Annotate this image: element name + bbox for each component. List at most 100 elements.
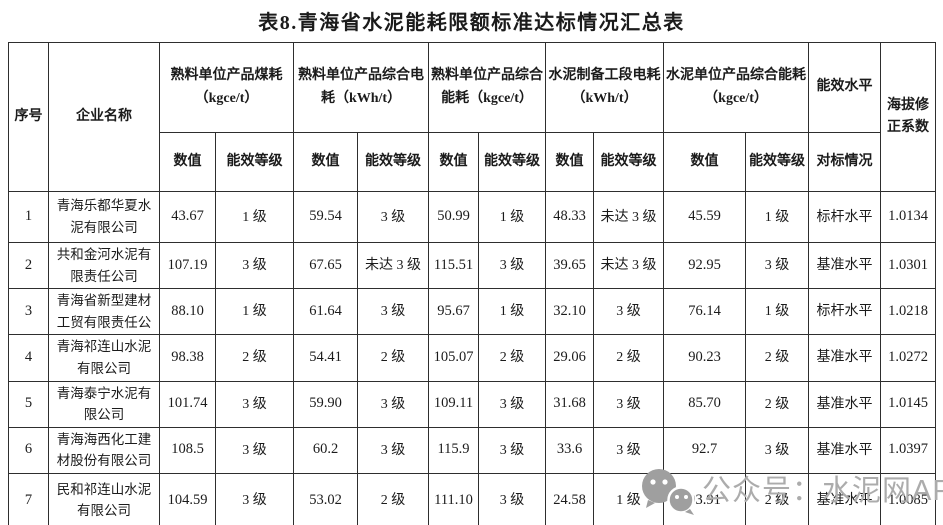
cement-energy-value-cell: 92.7 [663,426,747,474]
subheader-benchmark: 对标情况 [808,132,882,192]
prep-power-value-cell: 39.65 [545,241,595,290]
prep-power-grade-cell: 未达 3 级 [593,241,665,290]
table-row: 6 青海海西化工建材股份有限公司 108.5 3 级 60.2 3 级 115.… [8,426,937,474]
power-grade-cell: 3 级 [357,380,430,428]
coal-value-cell: 107.19 [159,241,216,290]
subheader-value: 数值 [293,132,359,192]
subheader-value: 数值 [545,132,595,192]
coal-grade-cell: 3 级 [214,426,295,474]
benchmark-status-cell: 基准水平 [808,380,882,428]
table-row: 4 青海祁连山水泥有限公司 98.38 2 级 54.41 2 级 105.07… [8,334,937,382]
coal-grade-cell: 1 级 [214,191,295,243]
coal-grade-cell: 2 级 [214,334,295,382]
cement-energy-grade-cell: 3 级 [745,241,810,290]
altitude-factor-cell: 1.0134 [880,191,937,243]
header-serial: 序号 [8,42,49,192]
serial-cell: 1 [8,191,49,243]
page-title: 表8.青海省水泥能耗限额标准达标情况汇总表 [258,12,685,34]
energy-grade-cell: 3 级 [478,472,547,525]
coal-value-cell: 108.5 [159,426,216,474]
cement-energy-value-cell: 85.70 [663,380,747,428]
benchmark-status-cell: 基准水平 [808,472,882,525]
cement-energy-grade-cell: 2 级 [745,472,810,525]
company-name: 青海泰宁水泥有限公司 [48,380,160,428]
power-grade-cell: 2 级 [357,334,430,382]
subheader-value: 数值 [663,132,747,192]
cement-energy-grade-cell: 1 级 [745,191,810,243]
benchmark-status-cell: 标杆水平 [808,288,882,336]
header-altitude-factor: 海拔修正系数 [880,42,937,192]
benchmark-status-cell: 基准水平 [808,241,882,290]
power-value-cell: 60.2 [293,426,359,474]
cement-energy-value-cell: 90.23 [663,334,747,382]
cement-energy-grade-cell: 2 级 [745,334,810,382]
prep-power-grade-cell: 3 级 [593,288,665,336]
energy-grade-cell: 1 级 [478,288,547,336]
prep-power-value-cell: 31.68 [545,380,595,428]
altitude-factor-cell: 1.0272 [880,334,937,382]
subheader-grade: 能效等级 [214,132,295,192]
header-company: 企业名称 [48,42,160,192]
power-value-cell: 59.90 [293,380,359,428]
coal-grade-cell: 3 级 [214,380,295,428]
benchmark-status-cell: 基准水平 [808,426,882,474]
coal-value-cell: 104.59 [159,472,216,525]
energy-value-cell: 95.67 [428,288,480,336]
energy-grade-cell: 3 级 [478,380,547,428]
cement-energy-grade-cell: 3 级 [745,426,810,474]
benchmark-status-cell: 基准水平 [808,334,882,382]
cement-energy-value-cell: 76.14 [663,288,747,336]
prep-power-value-cell: 48.33 [545,191,595,243]
serial-cell: 5 [8,380,49,428]
coal-value-cell: 43.67 [159,191,216,243]
coal-value-cell: 101.74 [159,380,216,428]
serial-cell: 6 [8,426,49,474]
prep-power-value-cell: 24.58 [545,472,595,525]
cement-energy-grade-cell: 1 级 [745,288,810,336]
power-value-cell: 53.02 [293,472,359,525]
prep-power-grade-cell: 3 级 [593,426,665,474]
power-grade-cell: 未达 3 级 [357,241,430,290]
table-row: 5 青海泰宁水泥有限公司 101.74 3 级 59.90 3 级 109.11… [8,380,937,428]
coal-grade-cell: 3 级 [214,472,295,525]
header-efficiency-level: 能效水平 [808,42,882,133]
power-value-cell: 61.64 [293,288,359,336]
serial-cell: 2 [8,241,49,290]
altitude-factor-cell: 1.0085 [880,472,937,525]
company-name: 民和祁连山水泥有限公司 [48,472,160,525]
subheader-grade: 能效等级 [478,132,547,192]
power-value-cell: 59.54 [293,191,359,243]
coal-value-cell: 98.38 [159,334,216,382]
company-name: 青海乐都华夏水泥有限公司 [48,191,160,243]
power-grade-cell: 3 级 [357,191,430,243]
subheader-grade: 能效等级 [357,132,430,192]
subheader-grade: 能效等级 [593,132,665,192]
altitude-factor-cell: 1.0397 [880,426,937,474]
coal-value-cell: 88.10 [159,288,216,336]
altitude-factor-cell: 1.0301 [880,241,937,290]
subheader-value: 数值 [159,132,216,192]
header-group-cement-energy: 水泥单位产品综合能耗（kgce/t） [663,42,810,133]
energy-grade-cell: 3 级 [478,426,547,474]
power-grade-cell: 3 级 [357,288,430,336]
power-grade-cell: 3 级 [357,426,430,474]
header-group-prep-power: 水泥制备工段电耗（kWh/t） [545,42,665,133]
energy-grade-cell: 2 级 [478,334,547,382]
cement-energy-value-cell: 92.95 [663,241,747,290]
power-grade-cell: 2 级 [357,472,430,525]
prep-power-value-cell: 29.06 [545,334,595,382]
prep-power-grade-cell: 3 级 [593,380,665,428]
company-name: 青海省新型建材工贸有限责任公 [48,288,160,336]
header-group-clinker-energy: 熟料单位产品综合能耗（kgce/t） [428,42,547,133]
header-group-clinker-power: 熟料单位产品综合电耗（kWh/t） [293,42,430,133]
subheader-grade: 能效等级 [745,132,810,192]
prep-power-value-cell: 32.10 [545,288,595,336]
serial-cell: 4 [8,334,49,382]
altitude-factor-cell: 1.0145 [880,380,937,428]
table-row: 3 青海省新型建材工贸有限责任公 88.10 1 级 61.64 3 级 95.… [8,288,937,336]
prep-power-grade-cell: 1 级 [593,472,665,525]
cement-energy-grade-cell: 2 级 [745,380,810,428]
altitude-factor-cell: 1.0218 [880,288,937,336]
header-group-clinker-coal: 熟料单位产品煤耗（kgce/t） [158,42,295,133]
company-name: 共和金河水泥有限责任公司 [48,241,160,290]
